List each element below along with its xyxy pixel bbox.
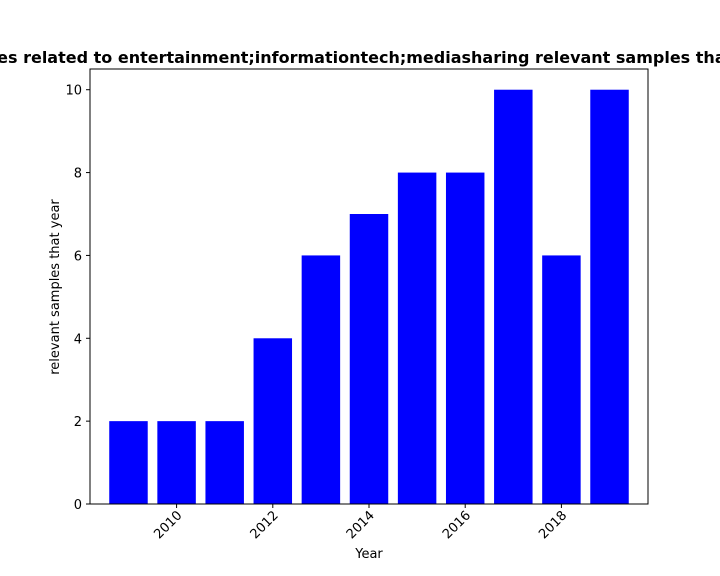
y-tick-label: 4	[74, 332, 82, 347]
bar-2011	[205, 421, 244, 504]
x-axis-label: Year	[354, 547, 383, 562]
x-tick-label: 2016	[440, 508, 474, 542]
x-axis-ticks: 2010 2012 2014 2016 2018	[151, 504, 570, 542]
x-tick-label: 2014	[344, 508, 378, 542]
x-tick-label: 2012	[248, 508, 282, 542]
bars-group	[109, 89, 629, 505]
chart-title: Samples related to entertainment;informa…	[0, 48, 720, 67]
y-tick-label: 8	[74, 167, 82, 182]
y-tick-label: 6	[74, 249, 82, 264]
x-tick-label: 2010	[151, 508, 185, 542]
bar-2012	[253, 338, 293, 504]
x-tick-label: 2018	[536, 508, 570, 542]
y-tick-label: 0	[74, 498, 82, 513]
bar-2010	[157, 421, 196, 504]
y-tick-label: 2	[74, 415, 82, 430]
bar-2019	[590, 89, 629, 504]
bar-2016	[445, 172, 485, 505]
bar-2015	[397, 172, 437, 505]
bar-2014	[349, 214, 389, 504]
bar-2013	[301, 255, 341, 504]
bar-2009	[109, 421, 148, 504]
bar-2018	[542, 255, 581, 504]
y-tick-label: 10	[65, 84, 82, 99]
y-axis-ticks: 0 2 4 6 8 10	[65, 84, 90, 513]
y-axis-label: relevant samples that year	[48, 199, 63, 375]
bar-2017	[494, 89, 533, 504]
